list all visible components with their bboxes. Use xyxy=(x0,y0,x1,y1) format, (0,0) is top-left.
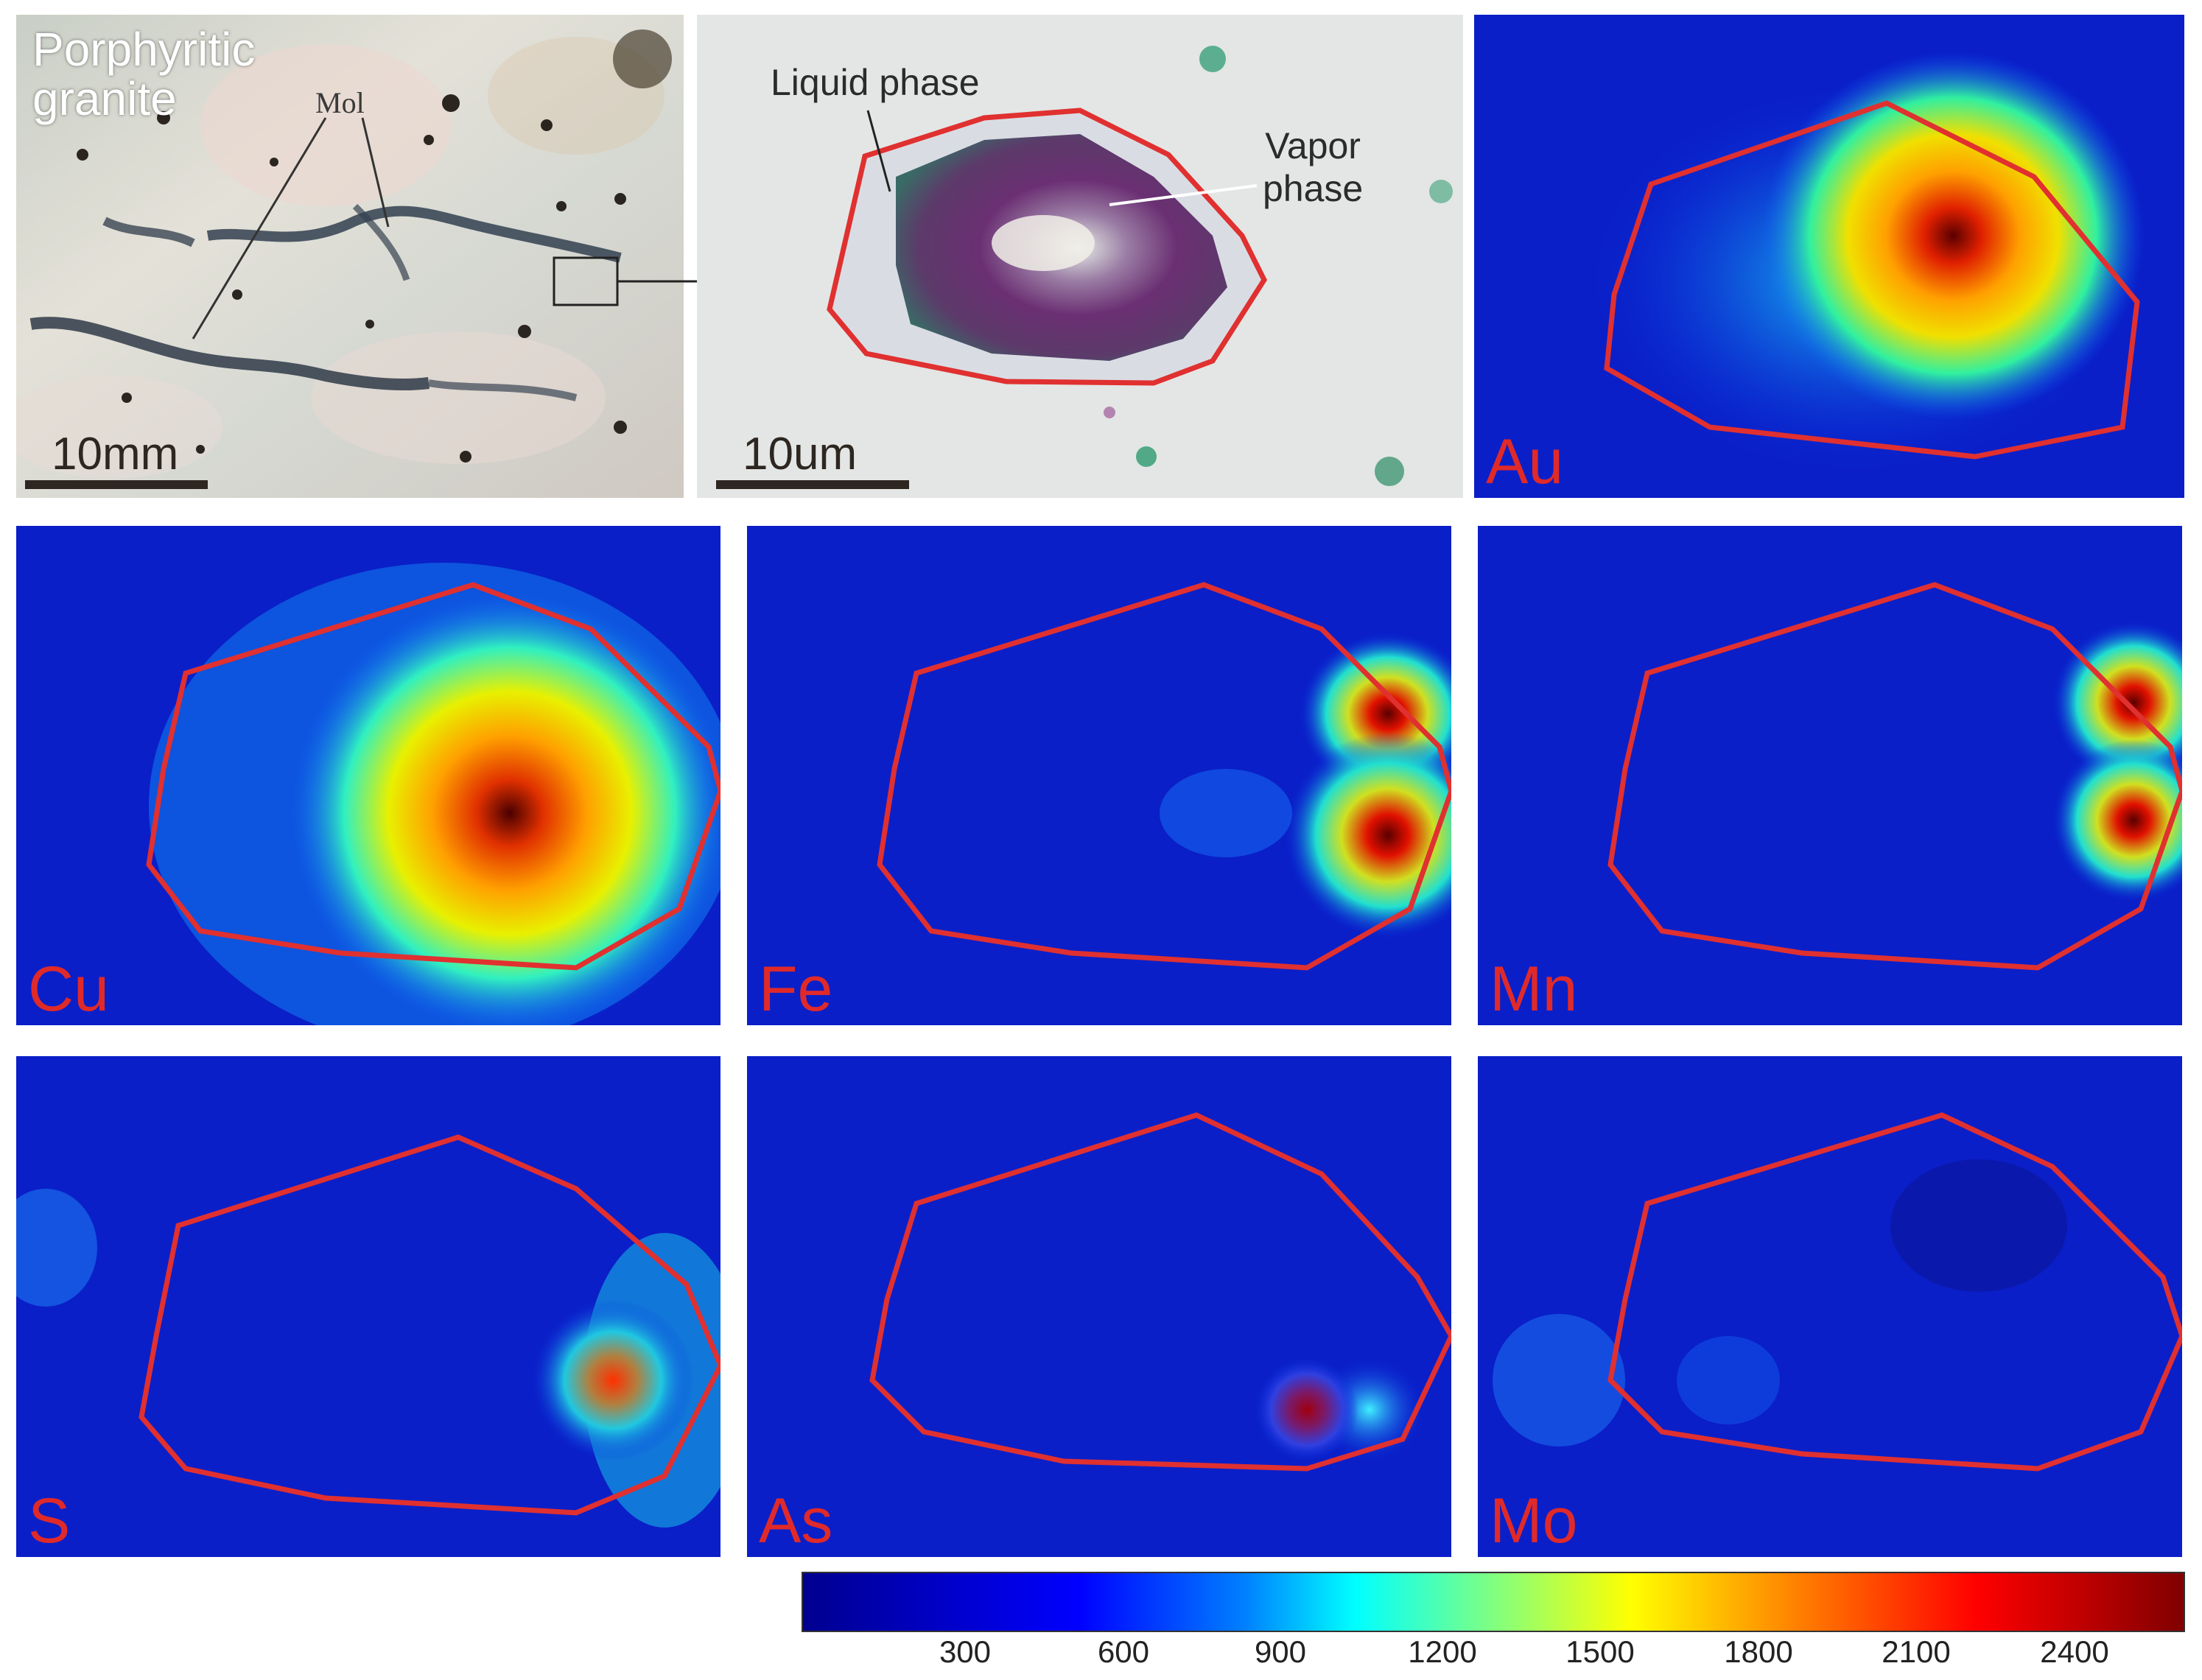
au-heatmap xyxy=(1474,15,2184,498)
colorbar-tick-1200: 1200 xyxy=(1408,1634,1477,1669)
inclusion-photo-panel: Liquid phase Vapor phase 10um xyxy=(697,15,1463,498)
liquid-phase-label: Liquid phase xyxy=(771,62,980,103)
element-map-as: As xyxy=(747,1056,1451,1557)
mn-heatmap xyxy=(1478,526,2182,1025)
colorbar-tick-1500: 1500 xyxy=(1565,1634,1635,1669)
map-label-mn: Mn xyxy=(1490,954,1578,1024)
map-label-fe: Fe xyxy=(759,954,833,1024)
colorbar-tick-300: 300 xyxy=(939,1634,992,1669)
map-label-cu: Cu xyxy=(28,954,109,1024)
map-label-mo: Mo xyxy=(1490,1486,1578,1556)
vapor-phase-label: Vapor phase xyxy=(1263,125,1363,210)
element-map-mo: Mo xyxy=(1478,1056,2182,1557)
rock-photo-panel: Porphyritic granite Mol 10mm xyxy=(16,15,684,498)
colorbar-tick-1800: 1800 xyxy=(1724,1634,1793,1669)
colorbar-tick-600: 600 xyxy=(1097,1634,1150,1669)
mo-heatmap xyxy=(1478,1056,2182,1557)
vapor-phase-line1: Vapor xyxy=(1265,125,1361,166)
rock-photo-image xyxy=(16,15,684,498)
element-map-cu: Cu xyxy=(16,526,720,1025)
map-label-s: S xyxy=(28,1486,71,1556)
inclusion-scale-bar xyxy=(716,480,909,489)
colorbar-tick-2100: 2100 xyxy=(1882,1634,1951,1669)
inclusion-photo-image xyxy=(697,15,1463,498)
map-label-as: As xyxy=(759,1486,833,1556)
element-map-mn: Mn xyxy=(1478,526,2182,1025)
s-heatmap xyxy=(16,1056,720,1557)
colorbar xyxy=(802,1572,2185,1632)
molybdenite-label: Mol xyxy=(315,86,365,119)
fe-heatmap xyxy=(747,526,1451,1025)
colorbar-tick-2400: 2400 xyxy=(2040,1634,2109,1669)
element-map-fe: Fe xyxy=(747,526,1451,1025)
element-map-au: Au xyxy=(1474,15,2184,498)
as-heatmap xyxy=(747,1056,1451,1557)
element-map-s: S xyxy=(16,1056,720,1557)
photo-scale-label: 10mm xyxy=(52,429,179,479)
vapor-phase-line2: phase xyxy=(1263,167,1364,209)
colorbar-tick-900: 900 xyxy=(1254,1634,1307,1669)
rock-type-line2: granite xyxy=(32,72,177,126)
photo-scale-bar xyxy=(25,480,208,489)
rock-type-line1: Porphyritic xyxy=(32,23,256,76)
cu-heatmap xyxy=(16,526,720,1025)
map-label-au: Au xyxy=(1486,426,1564,497)
rock-type-label: Porphyritic granite xyxy=(32,23,256,126)
inclusion-scale-label: 10um xyxy=(743,429,858,479)
